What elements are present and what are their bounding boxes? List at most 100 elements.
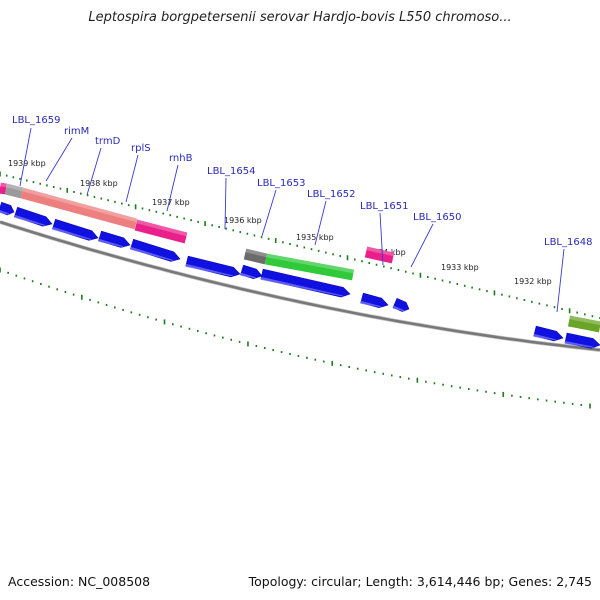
ruler-minor-tick	[52, 186, 55, 189]
ruler-minor-tick	[375, 263, 378, 266]
ruler-minor-tick	[15, 274, 18, 277]
ruler-minor-tick	[72, 293, 75, 296]
gene-arrow-shadow	[260, 276, 345, 297]
gene-label: LBL_1654	[207, 166, 255, 177]
ruler-minor-tick	[180, 325, 182, 328]
gene-label: LBL_1651	[360, 201, 408, 212]
ruler-minor-tick	[583, 313, 586, 316]
ruler-minor-tick	[463, 284, 466, 287]
ruler-minor-tick	[190, 219, 192, 222]
ruler-minor-tick	[519, 395, 522, 398]
ruler-minor-tick	[155, 210, 158, 213]
ruler-minor-tick	[485, 390, 487, 393]
ruler-major-tick	[419, 272, 422, 278]
feature-gray	[4, 183, 24, 199]
gene-arrow-body	[240, 264, 263, 280]
ruler-minor-tick	[107, 199, 109, 202]
ruler-minor-tick	[471, 286, 473, 289]
ruler-lower	[0, 267, 591, 409]
ruler-label: 1932 kbp	[514, 277, 552, 286]
ruler-minor-tick	[32, 181, 35, 184]
ruler-minor-tick	[571, 402, 574, 405]
ruler-minor-tick	[501, 293, 503, 296]
gene-arrow-shadow	[533, 333, 558, 341]
gene-arrow	[0, 201, 15, 216]
ruler-minor-tick	[188, 327, 191, 330]
feature-dark-gray-body	[243, 248, 268, 265]
ruler-minor-tick	[59, 187, 62, 190]
ruler-major-tick	[0, 171, 1, 177]
ruler-minor-tick	[282, 241, 284, 244]
ruler-minor-tick	[183, 217, 185, 220]
ruler-minor-tick	[93, 195, 96, 198]
ruler-minor-tick	[310, 248, 313, 251]
ruler-minor-tick	[232, 229, 235, 232]
ruler-minor-tick	[211, 224, 213, 227]
ruler-minor-tick	[516, 297, 518, 300]
ruler-minor-tick	[289, 243, 291, 245]
ruler-minor-tick	[100, 197, 103, 200]
ruler-label: 1939 kbp	[8, 159, 46, 168]
ruler-minor-tick	[449, 281, 451, 284]
ruler-upper	[0, 171, 600, 319]
ruler-minor-tick	[459, 386, 462, 389]
gene-arrow-body	[360, 292, 389, 309]
feature-olive	[567, 315, 600, 333]
gene-arrow-shadow	[564, 340, 595, 348]
ruler-minor-tick	[390, 374, 393, 377]
ruler-minor-tick	[39, 182, 42, 185]
ruler-minor-tick	[138, 313, 141, 316]
ruler-major-tick	[247, 341, 249, 347]
ruler-minor-tick	[412, 272, 414, 275]
ruler-minor-tick	[356, 367, 359, 370]
ruler-minor-tick	[511, 394, 513, 397]
ruler-minor-tick	[280, 351, 283, 354]
ruler-minor-tick	[122, 308, 124, 311]
ruler-minor-tick	[289, 353, 291, 355]
ruler-minor-tick	[239, 231, 242, 234]
ruler-minor-tick	[246, 232, 249, 235]
gene-arrow-shadow	[0, 209, 11, 216]
ruler-minor-tick	[64, 291, 67, 294]
ruler-minor-tick	[434, 277, 436, 280]
ruler-major-tick	[204, 221, 206, 227]
gene-arrow-body	[0, 201, 15, 216]
feature-magenta-edge-body	[0, 182, 7, 195]
gene-label: rimM	[64, 126, 89, 137]
ruler-minor-tick	[325, 251, 327, 254]
ruler-minor-tick	[7, 271, 9, 274]
ruler-minor-tick	[441, 279, 444, 282]
ruler-minor-tick	[493, 392, 496, 395]
gene-arrow-shadow	[52, 226, 93, 241]
topology-text: Topology: circular; Length: 3,614,446 bp…	[248, 574, 592, 589]
ruler-minor-tick	[468, 388, 470, 391]
ruler-minor-tick	[105, 303, 108, 306]
ruler-minor-tick	[148, 209, 151, 212]
ruler-minor-tick	[365, 369, 367, 372]
gene-arrow	[185, 255, 241, 278]
ruler-minor-tick	[408, 377, 410, 380]
feature-olive-body	[567, 315, 600, 333]
ruler-minor-tick	[155, 318, 157, 321]
feature-magenta-edge-highlight	[0, 182, 7, 188]
ruler-major-tick	[346, 255, 349, 261]
gene-arrow	[392, 298, 410, 312]
ruler-minor-tick	[576, 311, 578, 314]
ruler-minor-tick	[322, 360, 325, 363]
accession-text: Accession: NC_008508	[8, 574, 151, 589]
gene-arrow	[14, 206, 53, 227]
gene-arrow-shadow	[14, 214, 46, 227]
ruler-minor-tick	[230, 338, 232, 341]
feature-gray-highlight	[6, 183, 24, 192]
ruler-minor-tick	[73, 190, 75, 193]
ruler-minor-tick	[339, 255, 342, 258]
ruler-minor-tick	[267, 237, 270, 240]
gene-label: rnhB	[169, 153, 193, 164]
ruler-minor-tick	[383, 265, 385, 268]
ruler-major-tick	[502, 391, 505, 397]
ruler-minor-tick	[426, 275, 429, 278]
ruler-minor-tick	[303, 246, 306, 249]
ruler-minor-tick	[546, 304, 548, 307]
feature-olive-highlight	[569, 315, 600, 326]
